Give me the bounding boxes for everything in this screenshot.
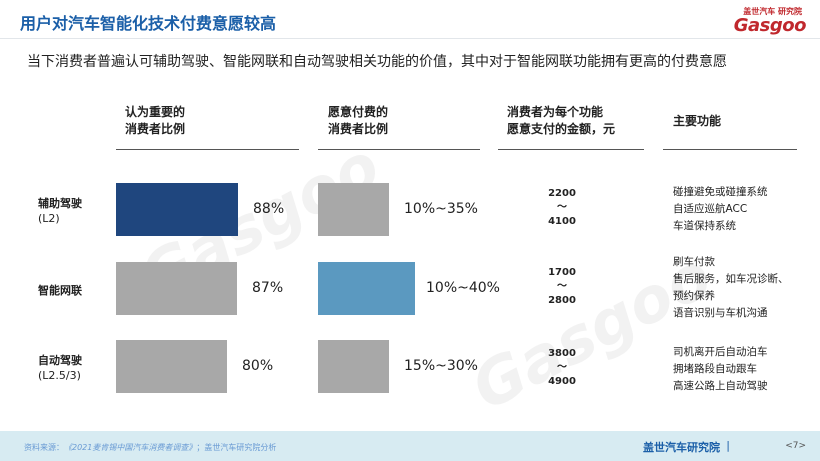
column-header-features: 主要功能 (673, 114, 722, 128)
logo-main-text: Gasgoo (733, 15, 807, 36)
price-high: 4900 (548, 376, 576, 387)
row-name: 智能网联 (38, 284, 82, 297)
price-range: 2200 ～ 4100 (540, 187, 584, 229)
willing-value: 15%~30% (404, 358, 478, 374)
importance-bar (116, 183, 238, 236)
row-sub: (L2.5/3) (38, 369, 81, 382)
price-high: 4100 (548, 216, 576, 227)
header-rule (318, 149, 480, 150)
willing-bar (318, 340, 389, 393)
feature-item: 司机离开后自动泊车 (673, 346, 768, 358)
price-low: 1700 (548, 267, 576, 278)
source-suffix: ；盖世汽车研究院分析 (196, 443, 277, 452)
price-sep: ～ (557, 281, 567, 292)
feature-list: 碰撞避免或碰撞系统 自适应巡航ACC 车道保持系统 (673, 184, 768, 235)
willing-value: 10%~35% (404, 201, 478, 217)
header-rule (663, 149, 797, 150)
source-name: 《2021麦肯锡中国汽车消费者调查》 (64, 443, 197, 452)
feature-item: 碰撞避免或碰撞系统 (673, 186, 768, 198)
source-note: 资料来源：《2021麦肯锡中国汽车消费者调查》；盖世汽车研究院分析 (24, 442, 276, 453)
row-label-connected: 智能网联 (38, 283, 82, 298)
price-low: 2200 (548, 188, 576, 199)
row-label-l2: 辅助驾驶 (L2) (38, 196, 82, 226)
column-header-amount: 消费者为每个功能 愿意支付的金额，元 (507, 105, 616, 136)
footer-org: 盖世汽车研究院 (643, 441, 720, 454)
footer-bar: 资料来源：《2021麦肯锡中国汽车消费者调查》；盖世汽车研究院分析 盖世汽车研究… (0, 431, 820, 461)
importance-value: 87% (252, 280, 284, 296)
title-divider (0, 38, 820, 39)
price-range: 3800 ～ 4900 (540, 347, 584, 389)
row-name: 辅助驾驶 (38, 197, 82, 210)
feature-list: 刷车付款 售后服务，如车况诊断、 预约保养 语音识别与车机沟通 (673, 254, 789, 322)
feature-item: 高速公路上自动驾驶 (673, 380, 768, 392)
price-sep: ～ (557, 202, 567, 213)
importance-value: 80% (242, 358, 274, 374)
feature-item: 预约保养 (673, 290, 715, 302)
willing-bar (318, 262, 415, 315)
willing-value: 10%~40% (426, 280, 500, 296)
row-sub: (L2) (38, 212, 60, 225)
page-number: <7> (785, 441, 806, 451)
header-rule (116, 149, 299, 150)
price-high: 2800 (548, 295, 576, 306)
feature-item: 车道保持系统 (673, 220, 736, 232)
row-name: 自动驾驶 (38, 354, 82, 367)
price-range: 1700 ～ 2800 (540, 266, 584, 308)
feature-item: 售后服务，如车况诊断、 (673, 273, 789, 285)
importance-bar (116, 340, 227, 393)
willing-bar (318, 183, 389, 236)
feature-item: 拥堵路段自动跟车 (673, 363, 757, 375)
footer-separator: | (726, 439, 730, 452)
row-label-autonomous: 自动驾驶 (L2.5/3) (38, 353, 82, 383)
page-subtitle: 当下消费者普遍认可辅助驾驶、智能网联和自动驾驶相关功能的价值，其中对于智能网联功… (27, 54, 727, 70)
column-header-importance: 认为重要的 消费者比例 (125, 105, 186, 136)
source-prefix: 资料来源： (24, 443, 64, 452)
price-low: 3800 (548, 348, 576, 359)
feature-item: 刷车付款 (673, 256, 715, 268)
feature-item: 语音识别与车机沟通 (673, 307, 768, 319)
logo-small-text: 盖世汽车 研究院 (743, 7, 802, 16)
feature-list: 司机离开后自动泊车 拥堵路段自动跟车 高速公路上自动驾驶 (673, 344, 768, 395)
importance-value: 88% (253, 201, 285, 217)
gasgoo-logo: 盖世汽车 研究院 Gasgoo (686, 6, 807, 36)
feature-item: 自适应巡航ACC (673, 203, 748, 215)
importance-bar (116, 262, 237, 315)
header-rule (498, 149, 644, 150)
column-header-willing: 愿意付费的 消费者比例 (328, 105, 389, 136)
price-sep: ～ (557, 362, 567, 373)
page-title: 用户对汽车智能化技术付费意愿较高 (20, 14, 277, 33)
